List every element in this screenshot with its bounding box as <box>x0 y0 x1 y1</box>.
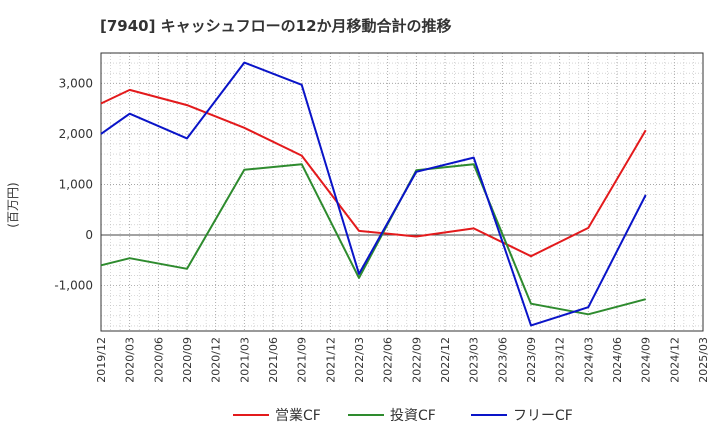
x-tick-label: 2022/03 <box>353 337 366 383</box>
grid-layer <box>100 52 704 331</box>
y-tick-label: 2,000 <box>59 127 93 141</box>
x-tick-label: 2024/09 <box>640 337 653 383</box>
x-tick-label: 2024/12 <box>668 337 681 383</box>
x-tick-label: 2023/12 <box>554 337 567 383</box>
x-tick-label: 2021/09 <box>296 337 309 383</box>
x-tick-label: 2022/12 <box>439 337 452 383</box>
y-tick-label: 0 <box>85 228 93 242</box>
x-tick-label: 2023/09 <box>525 337 538 383</box>
series-layer <box>100 61 647 327</box>
x-tick-label: 2022/09 <box>410 337 423 383</box>
x-tick-label: 2020/06 <box>152 337 165 383</box>
x-tick-label: 2023/03 <box>468 337 481 383</box>
chart-title: [7940] キャッシュフローの12か月移動合計の推移 <box>100 17 452 35</box>
x-tick-label: 2024/03 <box>582 337 595 383</box>
legend-label: フリーCF <box>513 408 573 424</box>
x-tick-label: 2024/06 <box>611 337 624 383</box>
legend-label: 投資CF <box>390 408 436 424</box>
plot-area <box>101 53 703 331</box>
x-tick-label: 2022/06 <box>382 337 395 383</box>
y-tick-label: 1,000 <box>59 177 93 191</box>
x-tick-label: 2025/03 <box>697 337 710 383</box>
x-tick-label: 2021/03 <box>238 337 251 383</box>
x-tick-label: 2020/12 <box>210 337 223 383</box>
x-tick-label: 2021/06 <box>267 337 280 383</box>
x-tick-label: 2021/12 <box>324 337 337 383</box>
y-axis-label: (百万円) <box>6 182 20 227</box>
x-tick-label: 2020/09 <box>181 337 194 383</box>
legend: 営業CF 投資CF フリーCF <box>233 408 573 424</box>
x-tick-label: 2019/12 <box>95 337 108 383</box>
x-tick-label: 2020/03 <box>124 337 137 383</box>
x-tick-label: 2023/06 <box>496 337 509 383</box>
y-tick-label: 3,000 <box>59 76 93 90</box>
plot-frame <box>100 52 704 332</box>
legend-label: 営業CF <box>275 408 321 424</box>
y-tick-label: -1,000 <box>54 279 93 293</box>
